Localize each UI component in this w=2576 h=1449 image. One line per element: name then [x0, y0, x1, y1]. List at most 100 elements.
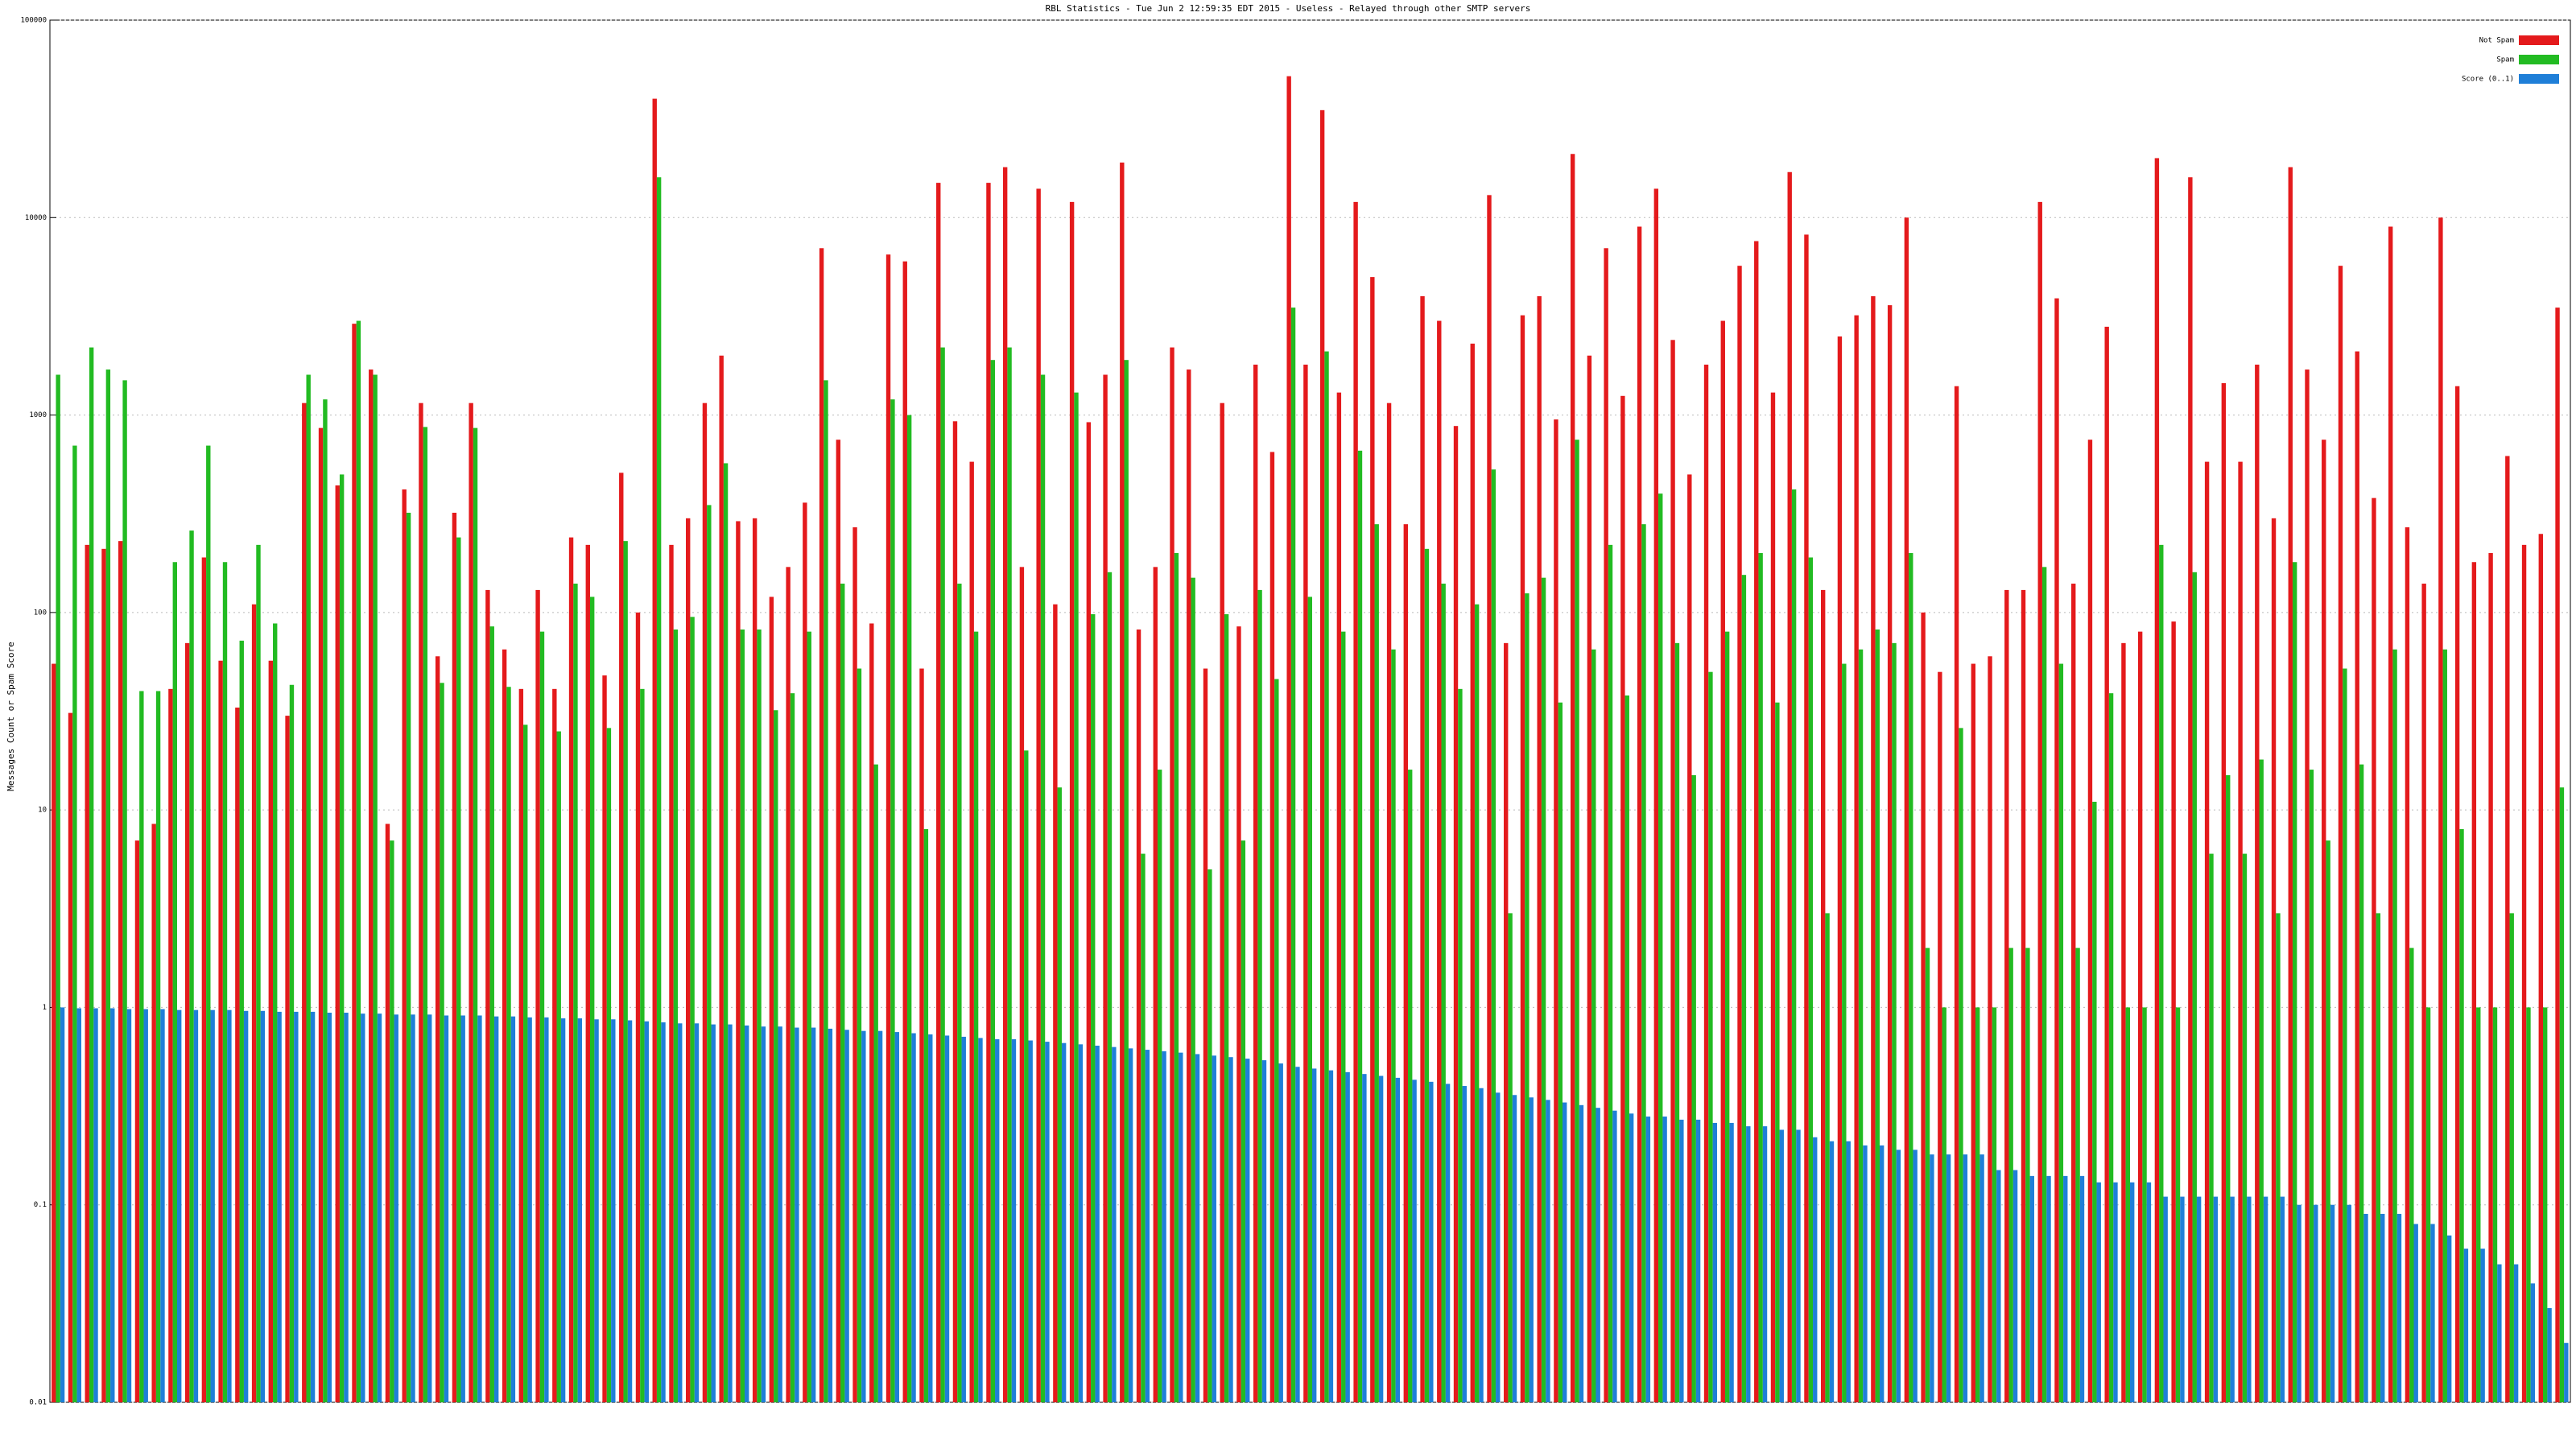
bar — [1871, 295, 1876, 1402]
bar — [1975, 1007, 1980, 1402]
bar — [1187, 369, 1191, 1402]
bar — [1295, 1067, 1300, 1402]
bar — [952, 421, 958, 1402]
bar — [602, 675, 607, 1402]
bar — [2163, 1196, 2168, 1402]
bar — [373, 374, 378, 1403]
bar — [206, 445, 211, 1402]
bar — [2492, 1007, 2498, 1402]
bar — [627, 1020, 633, 1402]
bar — [2392, 649, 2397, 1402]
bar — [122, 380, 127, 1402]
bar — [2372, 497, 2376, 1402]
bar — [1362, 1074, 1367, 1402]
y-tick-label: 0.1 — [34, 1201, 47, 1209]
bar — [1674, 642, 1680, 1402]
bar — [1837, 336, 1843, 1403]
y-tick-label: 1000 — [29, 411, 47, 419]
bar — [160, 1009, 165, 1402]
bar — [1319, 109, 1325, 1402]
bar — [1858, 649, 1864, 1402]
bar — [289, 684, 295, 1402]
bar — [444, 1015, 449, 1402]
bar — [1724, 631, 1730, 1402]
bar — [656, 177, 662, 1402]
bar — [1791, 489, 1797, 1403]
bar — [1479, 1088, 1484, 1402]
bar — [394, 1014, 398, 1402]
bar — [168, 688, 173, 1402]
bar — [1429, 1081, 1434, 1402]
bar — [2071, 584, 2076, 1402]
bar — [1963, 1154, 1968, 1402]
bar — [736, 521, 741, 1402]
bar — [857, 668, 862, 1402]
bar — [510, 1016, 516, 1402]
bar — [2513, 1264, 2519, 1402]
bar — [2146, 1182, 2152, 1402]
bar — [277, 1011, 282, 1402]
bar — [1128, 1048, 1133, 1402]
bar — [2213, 1196, 2219, 1402]
bar — [824, 380, 828, 1402]
bar — [2559, 787, 2565, 1402]
bar — [2288, 167, 2293, 1402]
bar — [623, 541, 628, 1402]
bar — [52, 663, 56, 1402]
bar — [1996, 1170, 2001, 1402]
bar — [1241, 840, 1246, 1402]
bar — [1687, 474, 1692, 1402]
bar — [1570, 154, 1575, 1403]
bar — [2226, 774, 2231, 1402]
bar — [1770, 392, 1776, 1402]
bar — [518, 688, 524, 1402]
bar — [707, 505, 712, 1402]
bar — [201, 557, 207, 1402]
bar — [661, 1022, 666, 1402]
bar — [1353, 201, 1358, 1403]
bar — [844, 1030, 849, 1402]
bar — [93, 1008, 98, 1402]
bar — [1729, 1122, 1734, 1402]
bar — [961, 1036, 966, 1402]
bar — [172, 562, 178, 1402]
bar — [811, 1027, 816, 1402]
bar — [2314, 1204, 2318, 1402]
bar — [906, 415, 912, 1402]
legend-label: Not Spam — [2479, 37, 2514, 45]
bar — [2459, 828, 2464, 1402]
bar — [1624, 695, 1629, 1402]
bar — [2013, 1170, 2018, 1402]
bar — [210, 1009, 215, 1402]
bar — [452, 512, 457, 1402]
bar — [1842, 663, 1847, 1402]
bar — [423, 427, 428, 1402]
bar — [1386, 402, 1392, 1402]
bar — [440, 683, 444, 1402]
bar — [752, 518, 758, 1402]
bar — [2488, 553, 2493, 1402]
bar — [2075, 947, 2080, 1402]
bar — [1007, 347, 1012, 1402]
bar — [2463, 1249, 2469, 1402]
bar — [2230, 1196, 2235, 1402]
bar — [1979, 1154, 1984, 1402]
bar — [2171, 621, 2176, 1402]
bar — [978, 1038, 983, 1402]
bar — [243, 1010, 249, 1402]
bar — [1525, 593, 1530, 1402]
bar — [819, 248, 824, 1402]
bar — [1587, 355, 1592, 1403]
bar — [1303, 364, 1308, 1402]
bar — [2029, 1175, 2034, 1402]
bar — [1892, 642, 1897, 1402]
bar — [2196, 1196, 2202, 1402]
bar — [2292, 562, 2297, 1402]
bar — [76, 1008, 81, 1402]
bar — [644, 1021, 649, 1402]
bar — [139, 691, 144, 1402]
bar — [2037, 201, 2042, 1403]
bar — [2380, 1213, 2385, 1402]
bar — [1992, 1007, 1997, 1402]
